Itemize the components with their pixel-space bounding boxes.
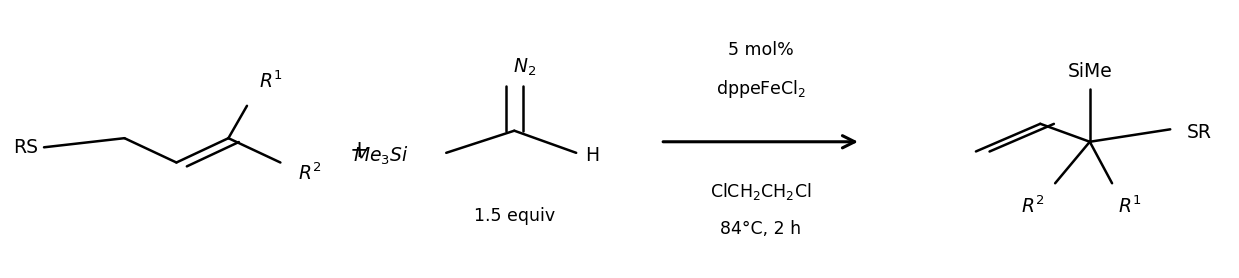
Text: $R^1$: $R^1$	[259, 71, 282, 92]
Text: $R^1$: $R^1$	[1119, 196, 1141, 217]
Text: $N_2$: $N_2$	[513, 57, 535, 78]
Text: 5 mol%: 5 mol%	[727, 41, 793, 59]
Text: 84°C, 2 h: 84°C, 2 h	[720, 220, 802, 238]
Text: +: +	[351, 138, 369, 162]
Text: $R^2$: $R^2$	[297, 163, 321, 184]
Text: H: H	[585, 146, 598, 165]
Text: ClCH$_2$CH$_2$Cl: ClCH$_2$CH$_2$Cl	[710, 181, 812, 202]
Text: dppeFeCl$_2$: dppeFeCl$_2$	[716, 78, 805, 100]
Text: $R^2$: $R^2$	[1021, 196, 1044, 217]
Text: SiMe: SiMe	[1068, 62, 1113, 81]
Text: SR: SR	[1186, 123, 1212, 142]
Text: RS: RS	[12, 138, 38, 157]
Text: $Me_3Si$: $Me_3Si$	[353, 145, 409, 167]
Text: 1.5 equiv: 1.5 equiv	[473, 207, 555, 225]
